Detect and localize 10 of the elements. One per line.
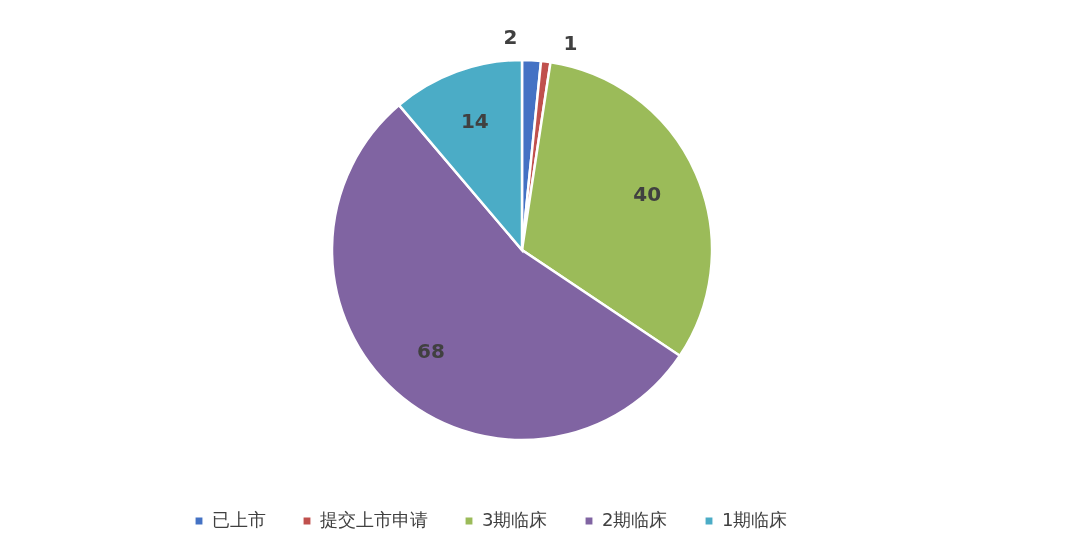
data-label: 1: [563, 30, 578, 55]
data-label: 40: [633, 181, 662, 206]
data-label: 2: [503, 25, 518, 50]
legend-label: 已上市: [212, 509, 266, 530]
legend-label: 提交上市申请: [320, 509, 428, 530]
data-label: 14: [460, 108, 489, 133]
legend-label: 3期临床: [482, 509, 548, 530]
legend-label: 2期临床: [602, 509, 668, 530]
legend-label: 1期临床: [722, 509, 788, 530]
data-label: 68: [416, 339, 445, 364]
